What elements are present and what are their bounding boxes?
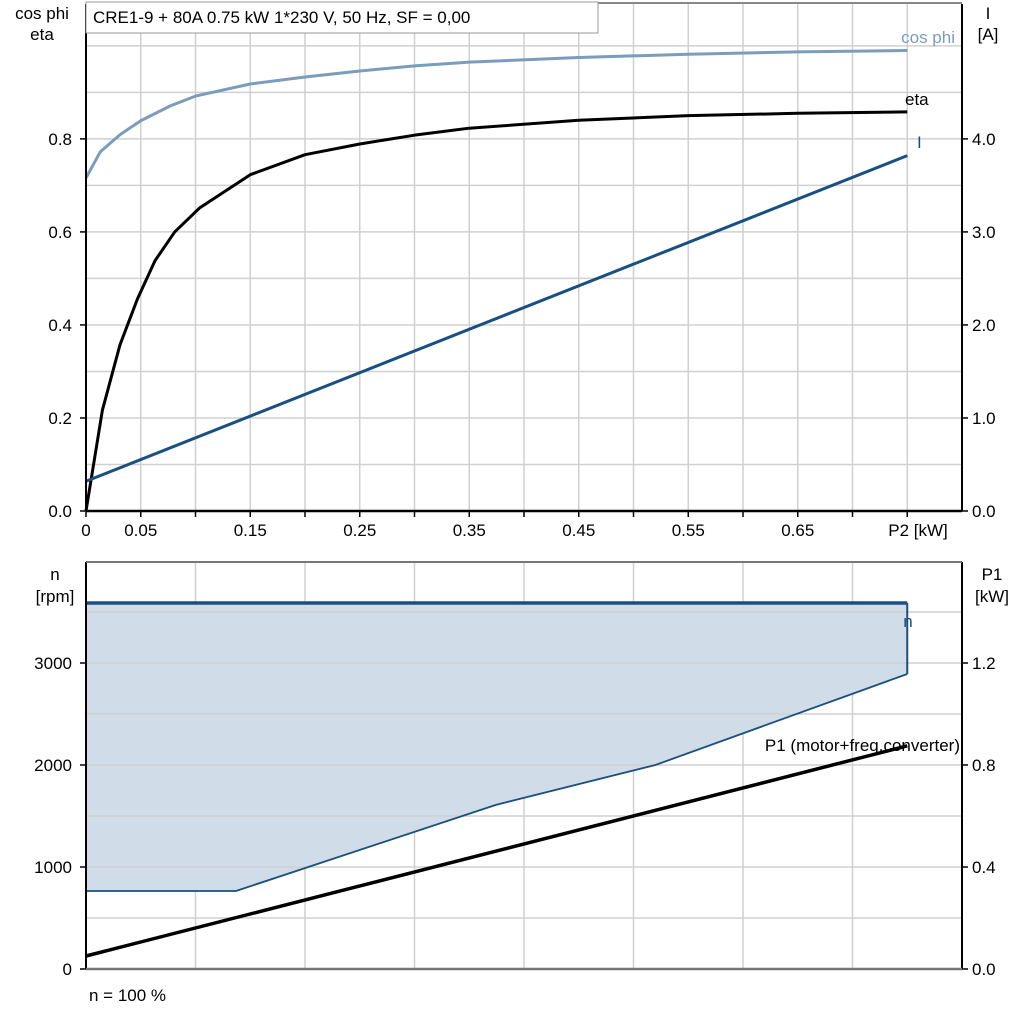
y-right-tick-label: 3.0 [972, 223, 996, 242]
series-line-p1 [85, 744, 908, 958]
x-tick-label: 0.65 [781, 521, 814, 540]
x-tick-label: 0.15 [234, 521, 267, 540]
y-right-tick-label: 1.0 [972, 409, 996, 428]
bottom-plot-marks [85, 601, 962, 958]
y2-right-tick-label: 1.2 [972, 654, 996, 673]
y2-left-tick-label: 0 [63, 960, 72, 979]
series-label-n: n [903, 612, 912, 631]
series-label-eta: eta [905, 90, 929, 109]
y2-right-label-p1: P1 [982, 565, 1003, 584]
x-tick-label: 0.05 [124, 521, 157, 540]
y2-left-label-unit: [rpm] [36, 587, 75, 606]
y-left-tick-label: 0.8 [48, 130, 72, 149]
series-label-p1: P1 (motor+freq.converter) [765, 736, 960, 755]
y-right-label-unit: [A] [978, 25, 999, 44]
y-right-tick-label: 0.0 [972, 502, 996, 521]
y2-right-tick-label: 0.4 [972, 858, 996, 877]
x-tick-label: 0.35 [453, 521, 486, 540]
series-label-cosphi: cos phi [901, 28, 955, 47]
y-right-tick-label: 4.0 [972, 130, 996, 149]
series-line-eta [84, 110, 908, 512]
x-tick-label: 0.55 [672, 521, 705, 540]
y-right-label-i: I [986, 4, 991, 23]
chart-title: CRE1-9 + 80A 0.75 kW 1*230 V, 50 Hz, SF … [93, 8, 470, 27]
title-box [85, 1, 599, 34]
y2-left-tick-label: 3000 [34, 654, 72, 673]
y-right-tick-label: 2.0 [972, 316, 996, 335]
y-left-label-eta: eta [30, 25, 54, 44]
y2-left-tick-label: 2000 [34, 756, 72, 775]
y2-right-tick-label: 0.8 [972, 756, 996, 775]
y-left-tick-label: 0.6 [48, 223, 72, 242]
y2-right-tick-label: 0.0 [972, 960, 996, 979]
min-speed-line [86, 673, 908, 892]
y-left-label-cosphi: cos phi [15, 4, 69, 23]
y2-right-label-unit: [kW] [975, 587, 1009, 606]
x-axis-label: P2 [kW] [888, 521, 948, 540]
y-left-tick-label: 0.0 [48, 502, 72, 521]
speed-range-area [86, 603, 908, 891]
y-left-tick-label: 0.4 [48, 316, 72, 335]
top-plot-marks [84, 49, 908, 512]
top-grid [86, 4, 962, 511]
series-line-cos-phi [84, 49, 908, 179]
footnote: n = 100 % [89, 986, 166, 1005]
x-tick-label: 0.25 [343, 521, 376, 540]
y2-left-tick-label: 1000 [34, 858, 72, 877]
series-line-I [85, 154, 908, 483]
series-label-i: I [917, 133, 922, 152]
y2-left-label-n: n [50, 565, 59, 584]
y-left-tick-label: 0.2 [48, 409, 72, 428]
x-tick-label: 0.45 [562, 521, 595, 540]
x-tick-label: 0 [81, 521, 90, 540]
